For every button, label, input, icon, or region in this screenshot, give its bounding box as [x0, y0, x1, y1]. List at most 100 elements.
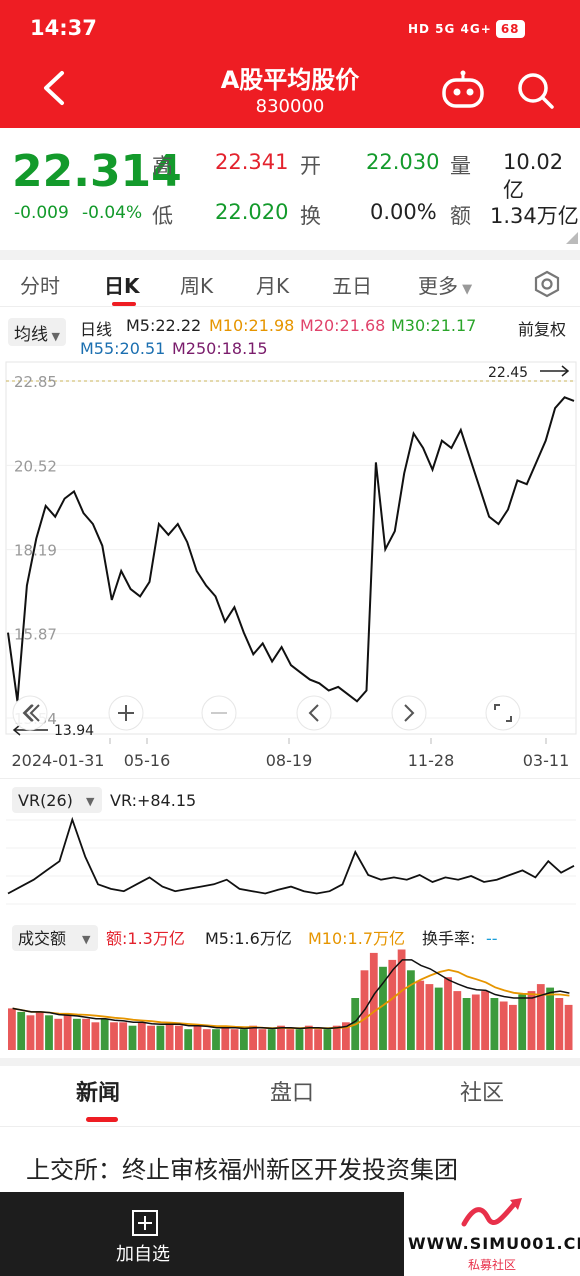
news-headline[interactable]: 上交所：终止审核福州新区开发投资集团	[26, 1156, 458, 1184]
volume-bar	[471, 994, 480, 1050]
dropdown-arrow-icon: ▼	[48, 330, 60, 343]
volume-bar	[536, 984, 545, 1050]
price-change-pct: -0.04%	[82, 203, 143, 223]
volume-bar	[416, 980, 425, 1050]
status-network: HD 5G 4G+	[408, 22, 492, 36]
dropdown-arrow-icon: ▼	[82, 933, 91, 946]
volume-ma10: M10:1.7万亿	[308, 929, 405, 948]
high-label: 高	[152, 154, 173, 178]
vr-selector[interactable]	[12, 787, 102, 813]
volume-bar	[518, 994, 527, 1050]
price-tick-label: 18.19	[14, 542, 57, 560]
status-time: 14:37	[30, 16, 97, 40]
watermark-site: WWW.SIMU001.CN	[408, 1234, 580, 1253]
volume-bar	[388, 959, 397, 1050]
volume-bar	[286, 1029, 295, 1050]
volume-bar	[509, 1004, 517, 1050]
volume-bar	[156, 1025, 165, 1050]
battery-icon: 68	[495, 20, 525, 38]
add-watchlist-button[interactable]: 加自选	[90, 1192, 200, 1276]
period-tabs: 分时 日K 周K 月K 五日 更多 ▼	[0, 262, 580, 306]
volume-bar	[295, 1029, 304, 1050]
volume-ma5-line	[12, 959, 570, 1030]
volume-bar	[332, 1025, 341, 1050]
ma55: M55:20.51	[80, 339, 166, 358]
adjust-mode[interactable]: 前复权	[518, 320, 567, 339]
chevron-left-icon	[308, 704, 319, 722]
watermark-logo-icon	[461, 1198, 522, 1227]
volume-bar	[17, 1011, 26, 1050]
tab-news[interactable]: 新闻	[76, 1081, 121, 1106]
robot-assistant-icon[interactable]	[440, 70, 486, 110]
date-tick-label: 2024-01-31	[12, 751, 105, 770]
date-tick-label: 08-19	[266, 751, 313, 770]
volume-bar	[45, 1015, 53, 1050]
divider	[0, 1126, 580, 1127]
volume-label: 量	[450, 154, 471, 178]
ma-selector-label: 均线	[14, 325, 48, 345]
volume-bar	[82, 1018, 90, 1050]
volume-bar	[54, 1018, 63, 1050]
fullscreen-icon	[494, 704, 512, 722]
volume-bar	[73, 1018, 81, 1050]
stock-code: 830000	[255, 96, 325, 117]
volume-bars	[8, 949, 573, 1050]
volume-bar	[434, 987, 443, 1050]
price-tick-label: 22.85	[14, 373, 57, 391]
volume-bar	[407, 970, 415, 1050]
max-arrow-head-icon	[561, 365, 570, 377]
volume-bar	[137, 1022, 146, 1050]
ma-selector[interactable]: 均线 ▼	[8, 318, 66, 346]
scroll-left-button[interactable]	[296, 695, 332, 731]
divider	[0, 1058, 580, 1066]
volume-bar	[128, 1025, 137, 1050]
volume-bar	[379, 966, 387, 1050]
back-arrow-icon[interactable]	[40, 70, 68, 106]
volume-selector-label: 成交额	[18, 929, 66, 948]
amount-label: 额	[450, 204, 471, 228]
volume-bar	[527, 991, 536, 1050]
turnover-rate-label: 换手率:	[422, 929, 475, 948]
tab-daily-k[interactable]: 日K	[104, 274, 140, 298]
last-price: 22.314	[12, 146, 182, 197]
volume-selector[interactable]	[12, 925, 98, 951]
add-square-icon	[132, 1210, 158, 1236]
scroll-right-button[interactable]	[391, 695, 427, 731]
vr-value: VR:+84.15	[110, 791, 196, 810]
volume-amount: 额:1.3万亿	[106, 929, 185, 948]
turnover-label: 换	[300, 204, 321, 228]
settings-hexagon-icon[interactable]	[533, 270, 561, 298]
volume-bar	[193, 1025, 202, 1050]
date-tick-label: 03-11	[523, 751, 570, 770]
tab-five-day[interactable]: 五日	[332, 274, 372, 298]
double-chevron-left-icon	[23, 704, 40, 722]
tab-community[interactable]: 社区	[460, 1081, 505, 1106]
tab-weekly-k[interactable]: 周K	[180, 274, 214, 298]
tab-intraday[interactable]: 分时	[20, 274, 60, 298]
volume-bar	[490, 998, 499, 1050]
volume-value: 10.02亿	[503, 150, 564, 202]
tab-orderbook[interactable]: 盘口	[270, 1081, 315, 1106]
app-header: 14:37 HD 5G 4G+ 68 A股平均股价 830000	[0, 0, 580, 128]
divider	[0, 778, 580, 779]
tab-more[interactable]: 更多 ▼	[418, 270, 472, 299]
volume-bar	[342, 1022, 350, 1050]
volume-bar	[444, 977, 452, 1050]
watermark: WWW.SIMU001.CN 私募社区	[404, 1192, 580, 1276]
search-icon[interactable]	[515, 70, 555, 110]
volume-bar	[35, 1011, 44, 1050]
volume-bar	[249, 1025, 257, 1050]
expand-corner-icon[interactable]	[566, 232, 578, 244]
price-series-line	[7, 396, 575, 703]
ma30: M30:21.17	[391, 316, 477, 335]
add-watchlist-label: 加自选	[116, 1244, 170, 1265]
fullscreen-button[interactable]	[485, 695, 521, 731]
vr-series-line	[7, 816, 575, 895]
low-value: 22.020	[215, 200, 289, 224]
active-tab-indicator	[86, 1117, 118, 1122]
tab-monthly-k[interactable]: 月K	[256, 274, 290, 298]
ma10: M10:21.98	[209, 316, 295, 335]
volume-bar	[221, 1025, 230, 1050]
min-price-label: 13.94	[54, 723, 94, 739]
